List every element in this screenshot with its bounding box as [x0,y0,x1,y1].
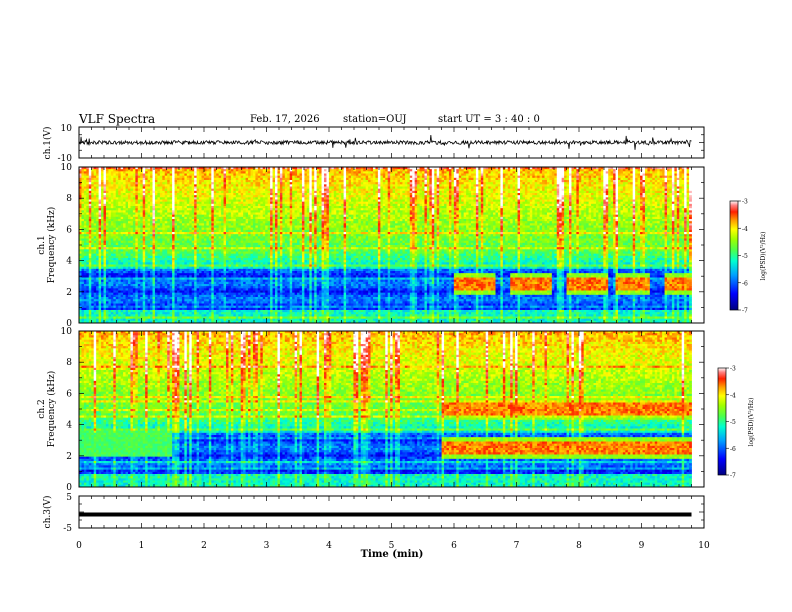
colorbar-tick-label: -6 [730,446,736,453]
freq-tick-label: 10 [61,163,73,173]
freq-tick-label: 6 [66,225,72,235]
freq-tick-label: 4 [66,421,72,431]
ch2-freq-tick-labels: 0 2 4 6 8 10 [61,327,73,493]
colorbar-tick-label: -6 [742,280,748,287]
ch3-waveform-ylabel: ch.3(V) [42,496,53,529]
colorbar-tick-label: -3 [742,199,748,206]
colorbar-tick-label: -3 [730,366,736,373]
time-tick-label: 2 [201,541,207,551]
freq-tick-label: 2 [66,452,72,462]
freq-tick-label: 6 [66,389,72,399]
ch1-spectrogram-ylabel: ch.1Frequency (kHz) [37,207,57,284]
time-tick-label: 4 [326,541,332,551]
colorbar-tick-label: -4 [730,392,736,399]
ch3-ytick-top: 5 [66,493,72,503]
colorbar-tick-label: -4 [742,226,748,233]
freq-tick-label: 10 [61,327,73,337]
time-tick-label: 7 [514,541,520,551]
ch1-colorbar-ticks: -3 -4 -5 -6 -7 [738,199,748,315]
ch2-colorbar: -3 -4 -5 -6 -7 log(PSD)(V²/Hz) [718,366,755,480]
time-tick-label: 0 [76,541,82,551]
time-axis-label: Time (min) [361,549,424,560]
ch1-waveform-ylabel: ch.1(V) [42,127,53,160]
colorbar-tick-label: -5 [742,253,748,260]
ch1-waveform-panel: 10 -10 ch.1(V) [42,124,704,164]
time-tick-label: 6 [451,541,457,551]
freq-tick-label: 8 [66,194,72,204]
time-tick-label: 10 [698,541,710,551]
ch2-spectrogram-image [79,331,692,487]
ch1-spectrogram-image [79,167,692,323]
freq-tick-label: 2 [66,288,72,298]
ch2-colorbar-ticks: -3 -4 -5 -6 -7 [726,366,736,480]
freq-tick-label: 4 [66,257,72,267]
ch3-ytick-bottom: -5 [63,524,72,534]
ch2-colorbar-gradient [718,368,726,475]
ch2-colorbar-label: log(PSD)(V²/Hz) [748,398,755,447]
time-tick-label: 3 [264,541,270,551]
ch1-colorbar-gradient [730,201,738,310]
time-tick-label: 1 [139,541,145,551]
freq-tick-label: 8 [66,358,72,368]
freq-tick-label: 0 [66,483,72,493]
ch2-spectrogram-panel: 0 2 4 6 8 10 ch.2Frequency (kHz) [37,327,704,493]
ch1-colorbar-label: log(PSD)(V²/Hz) [760,232,767,281]
ch3-waveform-panel: 5 -5 ch.3(V) [42,493,704,534]
colorbar-tick-label: -7 [742,308,748,315]
time-tick-label: 9 [639,541,645,551]
ch2-spectrogram-ylabel: ch.2Frequency (kHz) [37,371,57,448]
ch1-colorbar: -3 -4 -5 -6 -7 log(PSD)(V²/Hz) [730,199,767,315]
colorbar-tick-label: -7 [730,473,736,480]
colorbar-tick-label: -5 [730,419,736,426]
ch1-ytick-top: 10 [61,124,73,134]
time-tick-label: 8 [576,541,582,551]
